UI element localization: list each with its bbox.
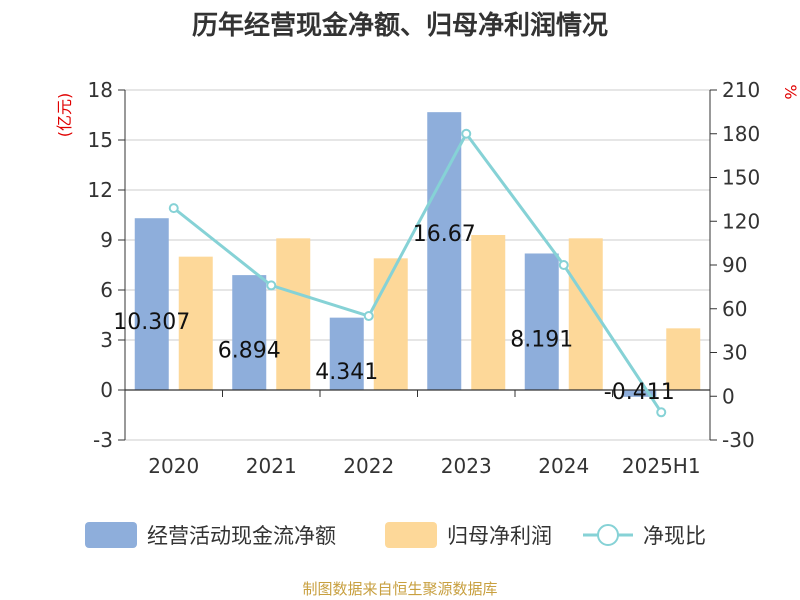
right-axis-unit: % [781, 84, 800, 99]
net-profit-bar [276, 238, 311, 390]
cashflow-data-label: 10.307 [113, 310, 190, 335]
gridlines [125, 89, 710, 441]
left-tick-label: 12 [88, 178, 113, 202]
ratio-point [461, 128, 472, 139]
legend-swatch-marker [597, 524, 619, 546]
bars [134, 112, 701, 397]
legend-label-cashflow: 经营活动现金流净额 [147, 524, 336, 548]
right-tick-label: 120 [722, 209, 760, 233]
cashflow-bar [232, 275, 267, 390]
legend: 经营活动现金流净额 归母净利润 净现比 [85, 522, 706, 548]
left-tick-label: 15 [88, 128, 113, 152]
cashflow-bar [524, 253, 559, 390]
left-tick-label: 9 [100, 228, 113, 252]
cashflow-bar [329, 317, 364, 390]
data-labels: 10.307 6.894 4.341 16.67 8.191 -0.411 [113, 222, 674, 405]
axes [118, 89, 717, 441]
cashflow-data-label: 4.341 [315, 360, 378, 385]
ratio-line-path [172, 130, 663, 414]
legend-swatch-cashflow [85, 522, 137, 548]
right-tick-label: 90 [722, 253, 747, 277]
right-tick-label: 60 [722, 297, 747, 321]
legend-label-ratio: 净现比 [643, 524, 706, 548]
chart-title: 历年经营现金净额、归母净利润情况 [192, 10, 608, 41]
category-label: 2022 [343, 454, 394, 478]
net-profit-bar [666, 328, 701, 390]
cashflow-data-label: -0.411 [604, 380, 675, 405]
cashflow-bar [622, 390, 657, 397]
category-label: 2023 [441, 454, 492, 478]
right-tick-label: 150 [722, 166, 760, 190]
cashflow-data-label: 6.894 [218, 339, 281, 364]
ratio-line [168, 128, 667, 418]
ratio-point [558, 260, 569, 270]
cashflow-bar [427, 112, 462, 391]
category-label: 2021 [246, 454, 297, 478]
cashflow-data-label: 8.191 [510, 328, 573, 353]
cashflow-data-label: 16.67 [413, 222, 476, 247]
ratio-point [363, 311, 374, 322]
source-note: 制图数据来自恒生聚源数据库 [302, 580, 497, 598]
left-tick-label: 3 [100, 328, 113, 352]
right-tick-label: 30 [722, 341, 747, 365]
legend-swatch-net-profit [385, 522, 437, 548]
right-tick-label: 180 [722, 122, 760, 146]
category-label: 2024 [538, 454, 589, 478]
net-profit-bar [373, 258, 408, 390]
net-profit-bar [178, 256, 213, 390]
net-profit-bar [471, 235, 506, 390]
right-tick-label: 0 [722, 384, 735, 408]
right-tick-label: 210 [722, 78, 760, 102]
left-axis-unit: (亿元) [55, 93, 74, 138]
left-tick-label: 18 [88, 78, 113, 102]
legend-label-net-profit: 归母净利润 [447, 524, 552, 548]
ratio-point [656, 407, 667, 418]
category-label: 2025H1 [622, 454, 701, 478]
category-label: 2020 [148, 454, 199, 478]
left-tick-label: -3 [93, 428, 113, 452]
ratio-point [266, 280, 277, 291]
left-tick-label: 0 [100, 378, 113, 402]
left-tick-label: 6 [100, 278, 113, 302]
cashflow-bar [134, 218, 169, 390]
right-tick-label: -30 [722, 428, 755, 452]
ratio-point [168, 203, 179, 214]
